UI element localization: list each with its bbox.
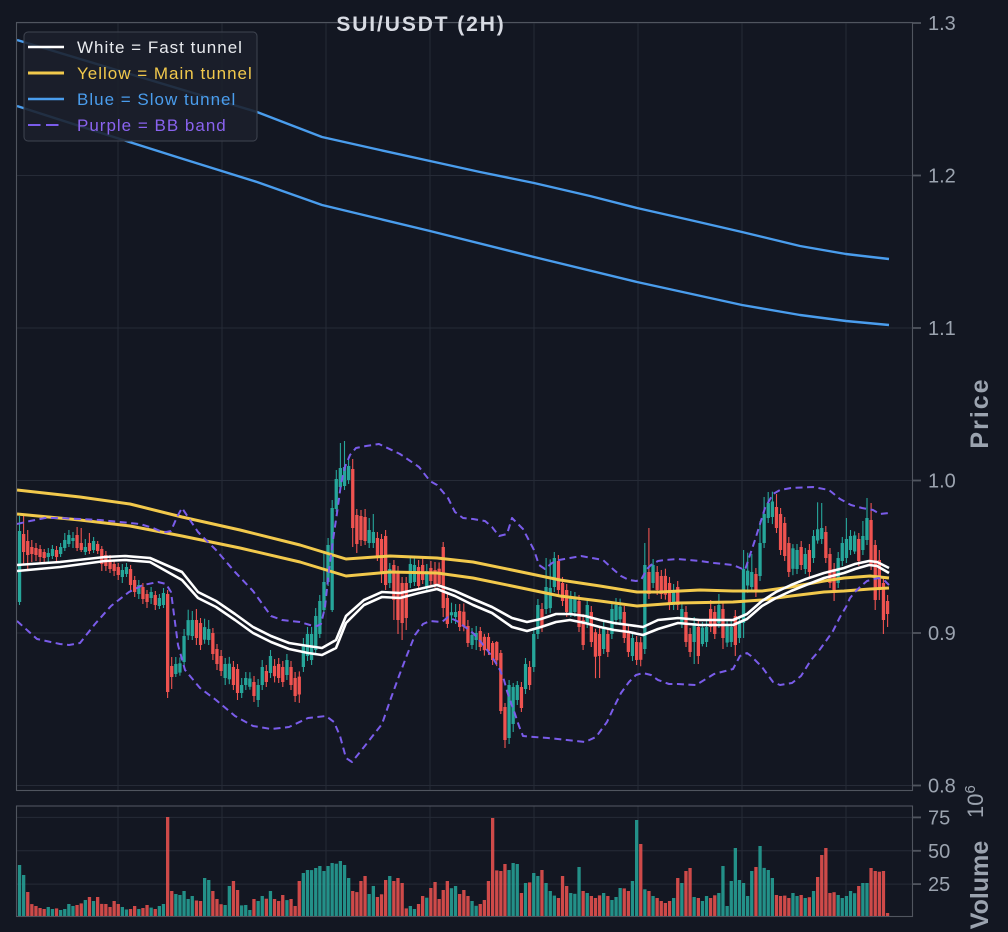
svg-text:White = Fast tunnel: White = Fast tunnel xyxy=(77,38,243,57)
svg-text:1.3: 1.3 xyxy=(928,13,956,35)
svg-text:25: 25 xyxy=(928,874,950,896)
svg-text:Price: Price xyxy=(966,377,994,448)
svg-text:75: 75 xyxy=(928,807,950,829)
svg-text:Blue = Slow tunnel: Blue = Slow tunnel xyxy=(77,90,236,109)
svg-text:50: 50 xyxy=(928,841,950,863)
svg-text:Yellow = Main tunnel: Yellow = Main tunnel xyxy=(77,64,253,83)
svg-text:Volume: Volume xyxy=(966,841,994,930)
svg-text:0.9: 0.9 xyxy=(928,623,956,645)
svg-text:1.2: 1.2 xyxy=(928,166,956,188)
svg-text:1.1: 1.1 xyxy=(928,318,956,340)
svg-text:1.0: 1.0 xyxy=(928,471,956,493)
svg-text:Purple = BB band: Purple = BB band xyxy=(77,116,227,135)
svg-text:0.8: 0.8 xyxy=(928,776,956,798)
svg-text:SUI/USDT (2H): SUI/USDT (2H) xyxy=(336,13,505,36)
